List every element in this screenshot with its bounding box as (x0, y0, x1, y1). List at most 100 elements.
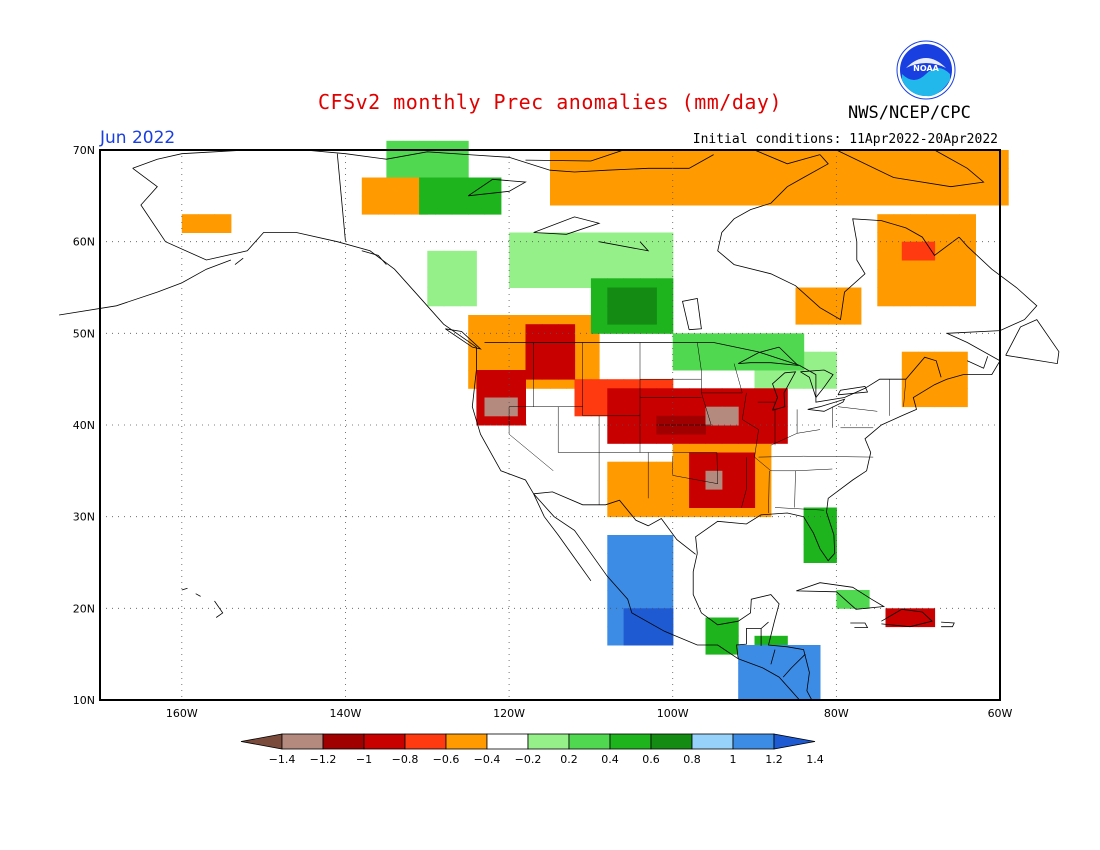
anomaly-cell (623, 626, 641, 646)
coastline-segment (361, 250, 387, 265)
colorbar-tick-label: 0.8 (683, 753, 701, 766)
anomaly-cell (402, 159, 420, 178)
anomaly-cell (942, 250, 960, 270)
longitude-label: 60W (988, 707, 1013, 720)
anomaly-cell (893, 186, 911, 206)
anomaly-cell (934, 388, 952, 408)
anomaly-cell (443, 269, 461, 288)
anomaly-cell (558, 232, 576, 252)
latitude-label: 20N (73, 602, 95, 615)
anomaly-cell (607, 250, 625, 270)
anomaly-cell (451, 195, 469, 215)
anomaly-cell (910, 150, 927, 169)
anomaly-cell (623, 553, 641, 573)
coastline-segment (754, 149, 821, 165)
anomaly-cell (730, 150, 747, 169)
anomaly-cell (590, 250, 608, 270)
anomaly-cell (803, 544, 821, 563)
anomaly-cell (541, 342, 559, 362)
anomaly-cell (656, 278, 674, 298)
anomaly-cell (926, 287, 944, 307)
anomaly-cell (394, 177, 412, 197)
anomaly-cell (942, 214, 960, 233)
anomaly-cell (738, 388, 756, 408)
anomaly-cell (705, 470, 723, 490)
anomaly-cell (770, 681, 788, 701)
anomaly-cell (754, 645, 772, 664)
anomaly-cell (787, 370, 805, 389)
anomaly-cell (607, 461, 625, 481)
anomaly-cell (934, 351, 952, 371)
anomaly-cell (885, 608, 903, 628)
anomaly-cell (664, 168, 682, 188)
coastline-segment (738, 346, 799, 366)
state-border (742, 419, 759, 458)
anomaly-cell (918, 351, 936, 371)
state-border (754, 456, 833, 472)
anomaly-cell (656, 315, 674, 334)
anomaly-cell (754, 406, 772, 426)
colorbar-tick-label: 0.4 (601, 753, 619, 766)
anomaly-cell (582, 168, 600, 188)
anomaly-cell (942, 232, 960, 252)
anomaly-cell (361, 177, 379, 197)
anomaly-cell (525, 360, 543, 380)
coastline-segment (717, 154, 960, 321)
anomaly-cell (640, 406, 657, 426)
colorbar-swatch (650, 733, 693, 750)
anomaly-cell (394, 195, 412, 215)
anomaly-cell (820, 544, 837, 563)
anomaly-cell (721, 406, 739, 426)
anomaly-cell (770, 370, 788, 389)
anomaly-cell (484, 315, 502, 334)
anomaly-cell (721, 635, 739, 655)
anomaly-cell (770, 663, 788, 683)
coastline-segment (941, 621, 955, 628)
anomaly-cell (754, 663, 772, 683)
anomaly-cell (803, 681, 821, 701)
coastline-segment (967, 356, 989, 369)
anomaly-cell (721, 452, 739, 472)
anomaly-cell (558, 360, 576, 380)
anomaly-cell (901, 608, 919, 628)
colorbar-tick-label: 0.6 (642, 753, 660, 766)
anomaly-cell (656, 250, 674, 270)
anomaly-cell (705, 388, 723, 408)
longitude-label: 80W (824, 707, 849, 720)
anomaly-cell (468, 315, 486, 334)
anomaly-cell (697, 186, 715, 206)
anomaly-cell (607, 590, 625, 609)
anomaly-cell (844, 305, 862, 325)
anomaly-cell (746, 186, 764, 206)
anomaly-cell (959, 269, 976, 288)
anomaly-cell (877, 214, 895, 233)
colorbar-swatch (322, 733, 365, 750)
anomaly-cell (893, 150, 911, 169)
anomaly-cell (705, 617, 723, 637)
anomaly-cell (640, 535, 657, 554)
latitude-label: 70N (73, 144, 95, 157)
anomaly-cell (525, 232, 543, 252)
anomaly-cell (623, 590, 641, 609)
anomaly-cell (877, 269, 895, 288)
anomaly-cell (705, 489, 723, 508)
latitude-label: 50N (73, 327, 95, 340)
anomaly-cell (754, 370, 772, 389)
latitude-label: 60N (73, 236, 95, 249)
anomaly-cell (590, 397, 608, 417)
anomaly-cell (942, 168, 960, 188)
anomaly-cell (689, 351, 706, 371)
anomaly-cell (468, 177, 486, 197)
anomaly-cell (607, 388, 625, 408)
anomaly-cell (623, 250, 641, 270)
anomaly-cell (754, 681, 772, 701)
anomaly-cell (950, 351, 968, 371)
anomaly-cell (623, 388, 641, 408)
anomaly-cell (623, 498, 641, 518)
anomaly-cell (451, 159, 469, 178)
longitude-label: 160W (166, 707, 198, 720)
anomaly-cell (770, 406, 788, 426)
anomaly-cell (787, 663, 805, 683)
anomaly-cell (435, 159, 453, 178)
colorbar-swatch (363, 733, 406, 750)
